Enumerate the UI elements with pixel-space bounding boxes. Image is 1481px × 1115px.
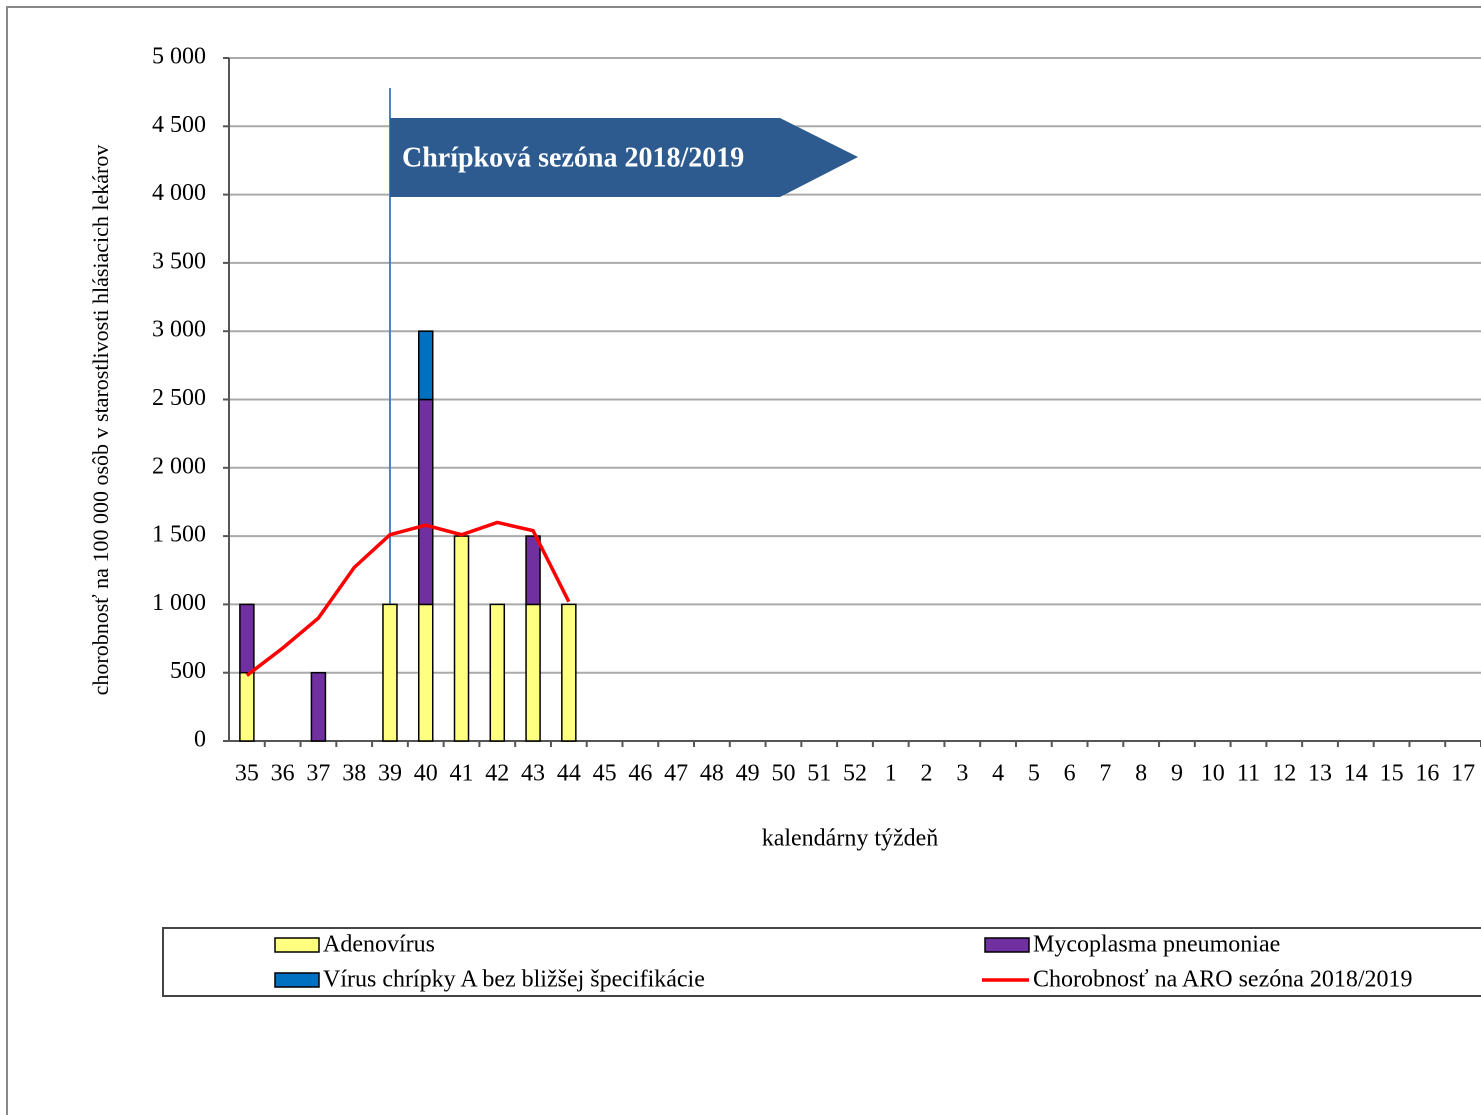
y-tick-label: 5 000 bbox=[152, 44, 206, 70]
line bbox=[245, 520, 571, 677]
x-tick-label: 39 bbox=[378, 761, 402, 787]
legend-label: Adenovírus bbox=[323, 932, 435, 958]
x-tick-label: 41 bbox=[450, 761, 474, 787]
x-tick-label: 40 bbox=[414, 761, 438, 787]
y-tick-label: 1 500 bbox=[152, 522, 206, 548]
x-tick-label: 38 bbox=[342, 761, 366, 787]
x-tick-label: 1 bbox=[885, 761, 897, 787]
x-tick-label: 11 bbox=[1237, 761, 1260, 787]
bar bbox=[239, 671, 255, 742]
legend-label: Chorobnosť na ARO sezóna 2018/2019 bbox=[1033, 967, 1413, 993]
legend-swatch bbox=[984, 937, 1030, 953]
x-tick-label: 52 bbox=[843, 761, 867, 787]
x-tick-label: 35 bbox=[235, 761, 259, 787]
x-tick-label: 48 bbox=[700, 761, 724, 787]
y-tick-label: 4 000 bbox=[152, 180, 206, 206]
bar bbox=[489, 603, 506, 742]
x-tick-label: 8 bbox=[1135, 761, 1147, 787]
y-tick-label: 4 500 bbox=[152, 112, 206, 138]
bar bbox=[453, 535, 470, 742]
y-tick-label: 2 500 bbox=[152, 385, 206, 411]
y-tick-label: 0 bbox=[194, 727, 206, 753]
x-tick-label: 37 bbox=[306, 761, 330, 787]
bar bbox=[417, 330, 434, 401]
x-tick-label: 45 bbox=[593, 761, 617, 787]
x-tick-label: 51 bbox=[807, 761, 831, 787]
y-axis-label: chorobnosť na 100 000 osôb v starostlivo… bbox=[88, 145, 113, 696]
x-tick-label: 42 bbox=[485, 761, 509, 787]
bar bbox=[239, 603, 255, 674]
legend-items: Adenovírus Mycoplasma pneumoniae Vírus chr… bbox=[274, 932, 1413, 993]
x-tick-label: 16 bbox=[1415, 761, 1439, 787]
x-tick-label: 36 bbox=[271, 761, 295, 787]
bar bbox=[525, 603, 541, 742]
y-tick-label: 2 000 bbox=[152, 453, 206, 479]
legend-swatch bbox=[274, 937, 320, 953]
x-axis-label: kalendárny týždeň bbox=[762, 826, 939, 852]
y-tick-label: 3 500 bbox=[152, 248, 206, 274]
x-tick-label: 2 bbox=[921, 761, 933, 787]
legend-swatch bbox=[274, 972, 320, 988]
legend bbox=[162, 927, 1481, 997]
season-arrow bbox=[389, 118, 858, 197]
y-tick-label: 3 000 bbox=[152, 317, 206, 343]
bar bbox=[310, 671, 327, 742]
legend-label: Mycoplasma pneumoniae bbox=[1033, 932, 1280, 958]
bar bbox=[561, 603, 577, 742]
bar bbox=[417, 603, 434, 742]
x-tick-label: 10 bbox=[1201, 761, 1225, 787]
x-tick-label: 46 bbox=[628, 761, 652, 787]
x-tick-label: 17 bbox=[1451, 761, 1475, 787]
x-tick-label: 14 bbox=[1344, 761, 1368, 787]
season-annotation: Chrípková sezóna 2018/2019 bbox=[402, 142, 744, 173]
y-tick-label: 1 000 bbox=[152, 590, 206, 616]
bar bbox=[382, 603, 398, 742]
bar bbox=[417, 398, 434, 606]
y-tick-label: 500 bbox=[170, 658, 206, 684]
x-tick-label: 47 bbox=[664, 761, 688, 787]
x-tick-label: 4 bbox=[992, 761, 1004, 787]
x-tick-label: 7 bbox=[1099, 761, 1111, 787]
legend-label: Vírus chrípky A bez bližšej špecifikácie bbox=[323, 967, 705, 993]
x-tick-label: 44 bbox=[557, 761, 581, 787]
x-tick-label: 49 bbox=[736, 761, 760, 787]
x-tick-label: 12 bbox=[1272, 761, 1296, 787]
x-tick-label: 43 bbox=[521, 761, 545, 787]
x-tick-label: 9 bbox=[1171, 761, 1183, 787]
x-tick-label: 13 bbox=[1308, 761, 1332, 787]
x-tick-label: 15 bbox=[1380, 761, 1404, 787]
bar bbox=[525, 535, 541, 606]
x-tick-label: 6 bbox=[1064, 761, 1076, 787]
x-tick-label: 3 bbox=[956, 761, 968, 787]
x-tick-label: 50 bbox=[771, 761, 795, 787]
x-tick-label: 5 bbox=[1028, 761, 1040, 787]
